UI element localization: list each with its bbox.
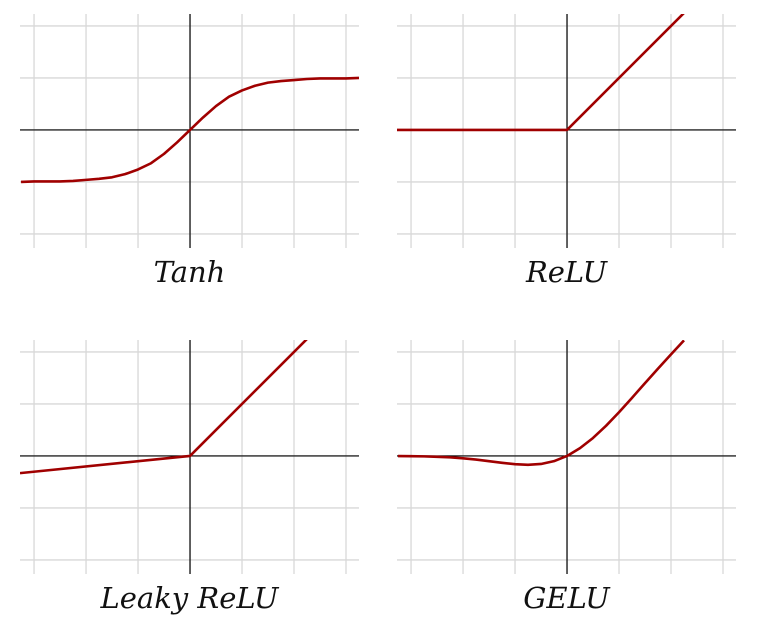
chart-title: ReLU [525,255,609,289]
panel: Leaky ReLU [20,340,359,615]
panel: ReLU [397,14,736,289]
curve [397,14,685,132]
chart-title: Leaky ReLU [100,581,281,615]
curve [398,340,685,467]
chart-title: Tanh [154,255,226,289]
panel: Tanh [20,14,359,289]
chart-title: GELU [523,581,611,615]
panel: GELU [397,340,736,615]
curve [20,340,308,475]
curve [20,76,359,184]
